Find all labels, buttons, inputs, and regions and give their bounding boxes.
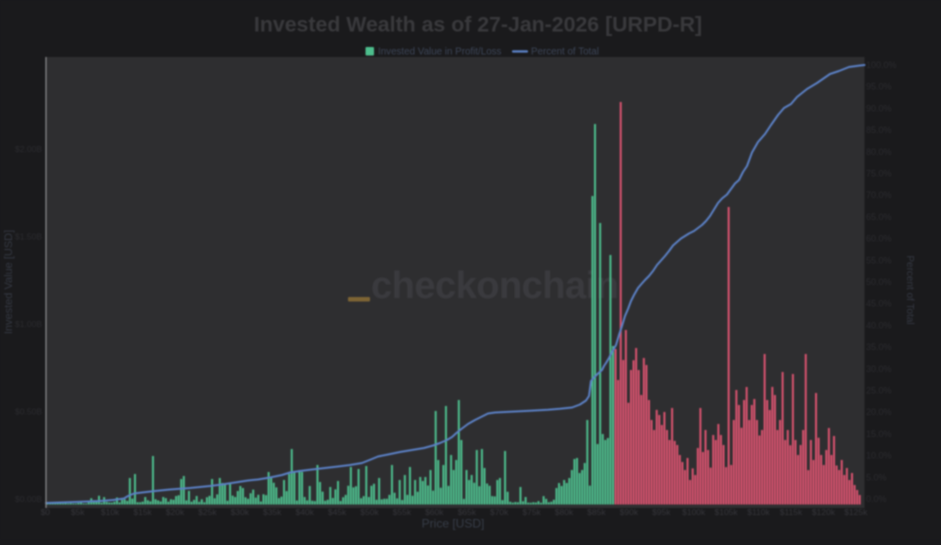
svg-text:$0.50B: $0.50B — [15, 407, 42, 417]
svg-text:$95k: $95k — [652, 507, 671, 517]
svg-text:45.0%: 45.0% — [866, 299, 892, 309]
svg-text:$65k: $65k — [458, 507, 477, 517]
svg-text:$15k: $15k — [133, 507, 152, 517]
svg-text:$0.00B: $0.00B — [15, 494, 42, 504]
svg-text:$25k: $25k — [198, 507, 217, 517]
svg-text:$40k: $40k — [295, 507, 314, 517]
svg-text:Invested Value [USD]: Invested Value [USD] — [3, 230, 15, 334]
svg-text:$110k: $110k — [747, 507, 770, 517]
svg-text:Percent of Total: Percent of Total — [904, 255, 915, 324]
svg-text:5.0%: 5.0% — [866, 472, 887, 482]
svg-text:$35k: $35k — [263, 507, 282, 517]
svg-text:Invested Value in Profit/Loss: Invested Value in Profit/Loss — [378, 47, 502, 58]
svg-text:15.0%: 15.0% — [866, 429, 892, 439]
svg-text:25.0%: 25.0% — [866, 386, 892, 396]
svg-text:$30k: $30k — [231, 507, 250, 517]
svg-text:$1.00B: $1.00B — [15, 319, 42, 329]
svg-text:35.0%: 35.0% — [866, 342, 892, 352]
svg-text:Percent of Total: Percent of Total — [531, 47, 599, 58]
svg-text:$60k: $60k — [425, 507, 444, 517]
svg-text:85.0%: 85.0% — [866, 125, 892, 135]
svg-text:80.0%: 80.0% — [866, 147, 892, 157]
svg-text:$50k: $50k — [360, 507, 379, 517]
svg-text:$55k: $55k — [393, 507, 412, 517]
svg-text:$80k: $80k — [555, 507, 574, 517]
svg-text:$10k: $10k — [101, 507, 120, 517]
svg-text:55.0%: 55.0% — [866, 255, 892, 265]
svg-text:60.0%: 60.0% — [866, 234, 892, 244]
svg-text:20.0%: 20.0% — [866, 407, 892, 417]
svg-text:$0: $0 — [41, 507, 51, 517]
svg-text:$125k: $125k — [844, 507, 868, 517]
svg-text:100.0%: 100.0% — [866, 60, 897, 70]
svg-text:Invested Wealth as of 27-Jan-2: Invested Wealth as of 27-Jan-2026 [URPD-… — [254, 13, 702, 37]
svg-text:$20k: $20k — [166, 507, 185, 517]
svg-text:10.0%: 10.0% — [866, 451, 892, 461]
svg-text:30.0%: 30.0% — [866, 364, 892, 374]
svg-text:0.0%: 0.0% — [866, 494, 887, 504]
svg-text:Price [USD]: Price [USD] — [422, 517, 485, 531]
svg-text:50.0%: 50.0% — [866, 277, 892, 287]
svg-text:90.0%: 90.0% — [866, 103, 892, 113]
svg-text:70.0%: 70.0% — [866, 190, 892, 200]
svg-text:$100k: $100k — [682, 507, 706, 517]
svg-text:$45k: $45k — [328, 507, 347, 517]
svg-text:65.0%: 65.0% — [866, 212, 892, 222]
svg-text:$5k: $5k — [71, 507, 85, 517]
svg-text:$85k: $85k — [587, 507, 606, 517]
svg-text:$120k: $120k — [812, 507, 836, 517]
svg-text:checkonchain: checkonchain — [371, 265, 618, 307]
svg-text:$2.00B: $2.00B — [15, 144, 42, 154]
svg-text:95.0%: 95.0% — [866, 82, 892, 92]
svg-text:$75k: $75k — [522, 507, 541, 517]
svg-text:40.0%: 40.0% — [866, 320, 892, 330]
svg-text:$115k: $115k — [780, 507, 803, 517]
svg-text:75.0%: 75.0% — [866, 169, 892, 179]
svg-text:$70k: $70k — [490, 507, 509, 517]
svg-text:$90k: $90k — [620, 507, 639, 517]
svg-text:$105k: $105k — [715, 507, 739, 517]
svg-text:$1.50B: $1.50B — [15, 232, 42, 242]
